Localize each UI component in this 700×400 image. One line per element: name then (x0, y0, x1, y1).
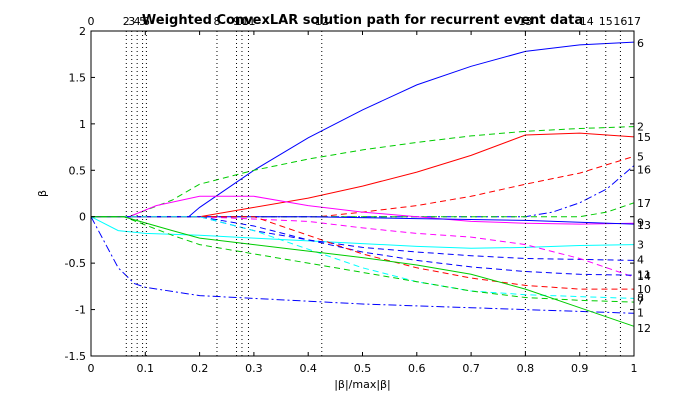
series-end-label-13: 13 (637, 219, 651, 232)
series-line-6 (91, 41, 635, 218)
x-tick-label: 0.7 (462, 362, 480, 375)
series-line-11 (91, 216, 635, 278)
y-tick-label: 1 (79, 118, 86, 131)
breakpoint-label-16: 16 (613, 15, 627, 28)
x-tick-label: 0.1 (137, 362, 155, 375)
plot-area-frame (90, 30, 635, 357)
x-axis-label: |β|/max|β| (334, 378, 391, 391)
breakpoint-label-13: 13 (518, 15, 532, 28)
series-end-label-3: 3 (637, 239, 644, 252)
series-line-12 (91, 216, 635, 327)
series-line-9 (91, 195, 635, 225)
x-tick-label: 0.2 (191, 362, 209, 375)
breakpoint-label-15: 15 (599, 15, 613, 28)
x-tick-label: 0.6 (408, 362, 426, 375)
breakpoint-label-12: 12 (315, 15, 329, 28)
series-line-16 (91, 165, 635, 218)
series-line-14 (91, 216, 635, 276)
series-group (90, 41, 635, 327)
series-end-label-9: 9 (637, 216, 644, 229)
x-tick-label: 0.3 (245, 362, 263, 375)
y-tick-label: 1.5 (69, 71, 87, 84)
series-line-10 (91, 216, 634, 290)
breakpoint-label-11: 11 (241, 15, 255, 28)
x-tick-label: 0.8 (517, 362, 535, 375)
series-line-5 (91, 155, 635, 218)
breakpoint-label-3: 3 (128, 15, 135, 28)
breakpoint-label-5: 5 (139, 15, 146, 28)
series-end-label-4: 4 (637, 253, 644, 266)
x-tick-label: 1 (631, 362, 638, 375)
breakpoint-lines (125, 31, 621, 356)
series-end-label-11: 11 (637, 268, 651, 281)
series-end-label-16: 16 (637, 163, 651, 176)
breakpoint-label-17: 17 (627, 15, 641, 28)
breakpoint-label-2: 2 (123, 15, 130, 28)
series-end-label-1: 1 (637, 306, 644, 319)
series-end-label-10: 10 (637, 283, 651, 296)
series-line-4 (91, 216, 635, 261)
series-end-label-8: 8 (637, 292, 644, 305)
y-tick-label: -0.5 (65, 257, 86, 270)
breakpoint-label-8: 8 (213, 15, 220, 28)
series-end-label-17: 17 (637, 197, 651, 210)
series-line-2 (91, 126, 635, 218)
y-tick-label: 2 (79, 25, 86, 38)
breakpoint-label-4: 4 (134, 15, 141, 28)
series-end-label-2: 2 (637, 121, 644, 134)
x-tick-label: 0.9 (571, 362, 589, 375)
series-line-7 (91, 216, 635, 303)
series-end-label-14: 14 (637, 270, 651, 283)
series-line-1 (90, 216, 635, 314)
y-tick-label: 0 (79, 211, 86, 224)
x-tick-label: 0.5 (354, 362, 372, 375)
y-tick-label: -1 (75, 304, 86, 317)
breakpoint-label-6: 6 (143, 15, 150, 28)
x-tick-label: 0.4 (299, 362, 317, 375)
series-end-label-6: 6 (637, 37, 644, 50)
series-end-label-5: 5 (637, 150, 644, 163)
series-line-13 (91, 216, 635, 225)
axis-ticks: 0 0.1 0.2 0.3 0.4 0.5 0.6 0.7 0.8 0.9 1 -1.5 -1 -0.5 0… (65, 25, 638, 375)
y-axis-label: β (36, 190, 49, 197)
y-tick-label: 0.5 (69, 164, 87, 177)
breakpoint-label-10: 10 (235, 15, 249, 28)
series-line-8 (91, 216, 635, 299)
breakpoint-label-0: 0 (88, 15, 95, 28)
chart-title: Weighted ConvexLAR solution path for rec… (142, 13, 583, 28)
breakpoint-label-9: 9 (233, 15, 240, 28)
series-end-label-7: 7 (637, 294, 644, 307)
y-tick-label: -1.5 (65, 350, 86, 363)
x-tick-label: 0 (88, 362, 95, 375)
series-line-15 (91, 132, 635, 218)
series-end-label-15: 15 (637, 131, 651, 144)
series-end-label-12: 12 (637, 322, 651, 335)
series-line-17 (91, 202, 635, 218)
breakpoint-label-14: 14 (580, 15, 594, 28)
